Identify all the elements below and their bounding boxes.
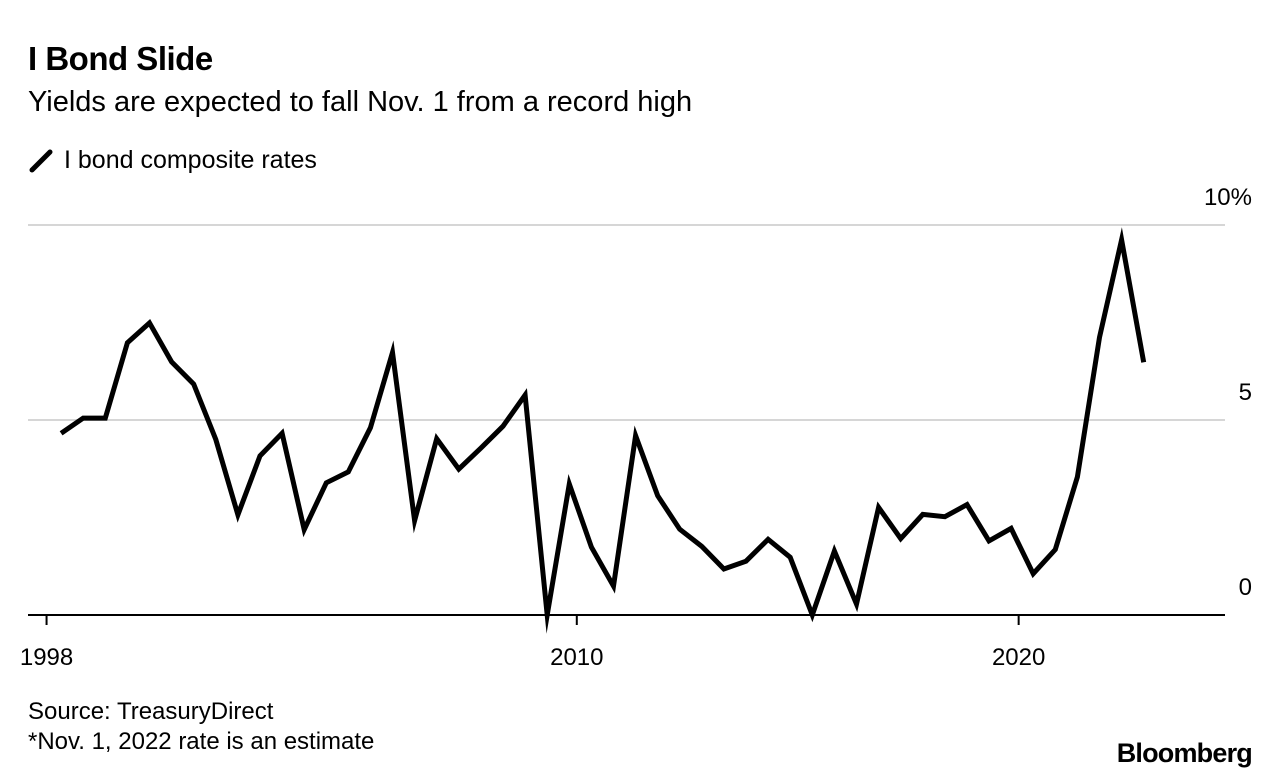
series-line-0 (59, 227, 1147, 634)
bloomberg-logo: Bloomberg (1116, 738, 1253, 768)
chart-subtitle: Yields are expected to fall Nov. 1 from … (28, 86, 693, 118)
line-chart: 0 5 10% 1998 2010 2020 (20, 184, 1252, 671)
x-tick-label-2020: 2020 (992, 644, 1045, 671)
footnote: *Nov. 1, 2022 rate is an estimate (28, 728, 375, 755)
source-note: Source: TreasuryDirect (28, 698, 274, 725)
y-tick-label-0: 0 (1239, 574, 1252, 601)
chart-title: I Bond Slide (28, 40, 213, 77)
x-tick-label-2010: 2010 (550, 644, 603, 671)
y-tick-label-10: 10% (1204, 184, 1252, 211)
legend-label: I bond composite rates (64, 146, 317, 174)
x-tick-label-1998: 1998 (20, 644, 73, 671)
legend: I bond composite rates (28, 146, 317, 175)
y-tick-label-5: 5 (1239, 379, 1252, 406)
line-swatch-icon (28, 148, 54, 174)
